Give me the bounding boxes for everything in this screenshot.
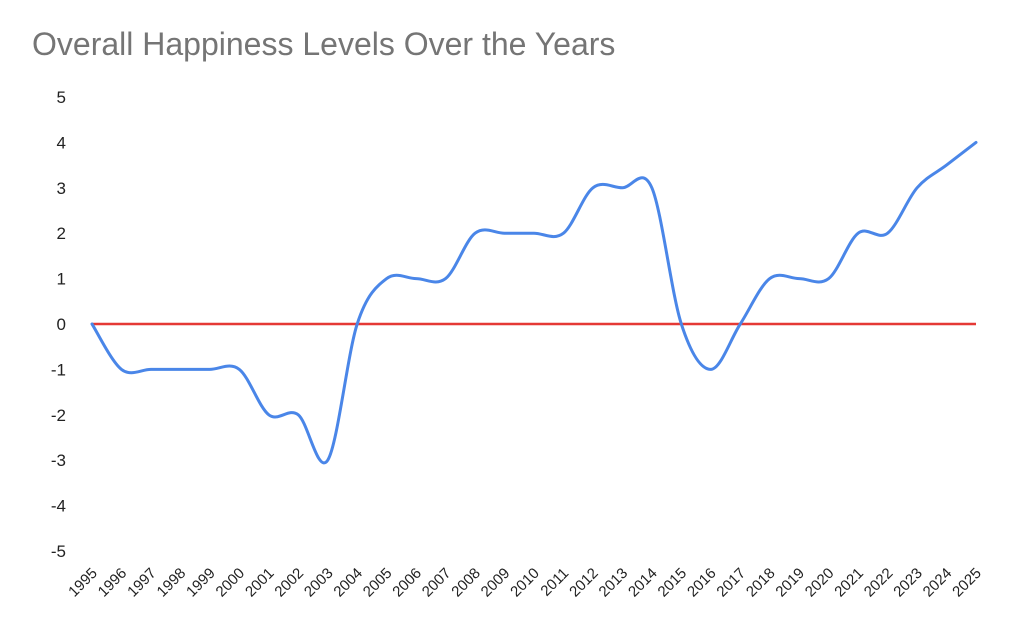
y-tick-label: 5 — [57, 88, 66, 107]
y-tick-label: 3 — [57, 179, 66, 198]
x-tick-label: 2021 — [831, 565, 867, 601]
y-tick-label: -5 — [51, 542, 66, 561]
x-tick-label: 2024 — [920, 565, 956, 601]
x-tick-label: 2004 — [330, 565, 366, 601]
y-tick-label: 0 — [57, 315, 66, 334]
x-tick-label: 2014 — [625, 565, 661, 601]
x-tick-label: 2017 — [713, 565, 749, 601]
x-tick-label: 2005 — [360, 565, 396, 601]
x-tick-label: 2001 — [242, 565, 278, 601]
x-tick-label: 2016 — [684, 565, 720, 601]
chart-title: Overall Happiness Levels Over the Years — [32, 26, 616, 62]
y-tick-label: -1 — [51, 360, 66, 379]
x-tick-label: 1998 — [154, 565, 190, 601]
x-axis: 1995199619971998199920002001200220032004… — [65, 565, 985, 601]
x-tick-label: 2010 — [507, 565, 543, 601]
x-tick-label: 2006 — [389, 565, 425, 601]
y-axis: 5 4 3 2 1 0 -1 -2 -3 -4 -5 — [51, 88, 66, 561]
y-tick-label: -2 — [51, 406, 66, 425]
x-tick-label: 2003 — [301, 565, 337, 601]
y-tick-label: -4 — [51, 497, 66, 516]
x-tick-label: 2025 — [949, 565, 985, 601]
x-tick-label: 2009 — [478, 565, 514, 601]
plot-area — [90, 140, 978, 465]
x-tick-label: 2012 — [566, 565, 602, 601]
x-tick-label: 2022 — [861, 565, 897, 601]
x-tick-label: 1999 — [183, 565, 219, 601]
x-tick-label: 2015 — [655, 565, 691, 601]
x-tick-label: 2000 — [213, 565, 249, 601]
x-tick-label: 2023 — [890, 565, 926, 601]
y-tick-label: 4 — [57, 133, 66, 152]
x-tick-label: 2018 — [743, 565, 779, 601]
x-tick-label: 2002 — [271, 565, 307, 601]
y-tick-label: 1 — [57, 270, 66, 289]
x-tick-label: 2020 — [802, 565, 838, 601]
x-tick-label: 1995 — [65, 565, 101, 601]
x-tick-label: 2007 — [419, 565, 455, 601]
x-tick-label: 1996 — [95, 565, 131, 601]
x-tick-label: 2011 — [537, 565, 572, 600]
y-tick-label: -3 — [51, 451, 66, 470]
happiness-series-line — [90, 140, 978, 465]
y-tick-label: 2 — [57, 224, 66, 243]
x-tick-label: 1997 — [124, 565, 160, 601]
x-tick-label: 2013 — [596, 565, 632, 601]
x-tick-label: 2008 — [448, 565, 484, 601]
x-tick-label: 2019 — [772, 565, 808, 601]
